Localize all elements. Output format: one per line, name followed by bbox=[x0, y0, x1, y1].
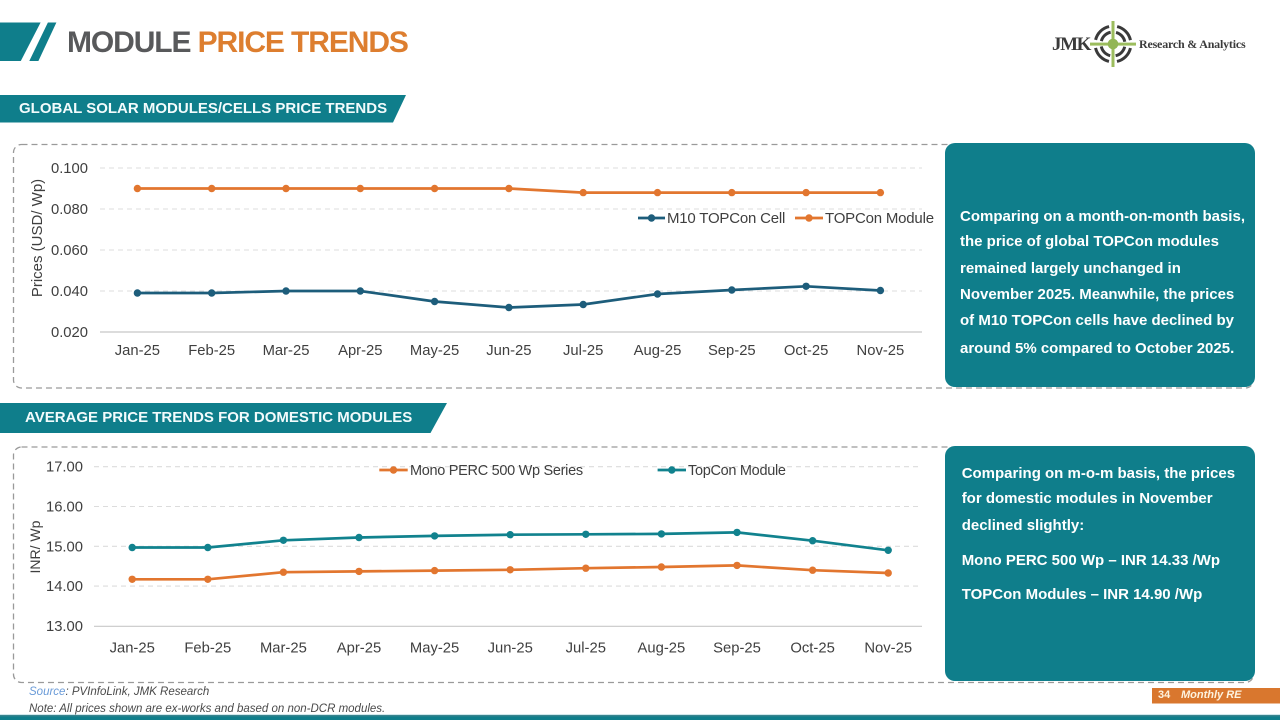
svg-text:Oct-25: Oct-25 bbox=[784, 343, 828, 359]
svg-text:Jan-25: Jan-25 bbox=[110, 641, 155, 657]
svg-text:Prices (USD/ Wp): Prices (USD/ Wp) bbox=[29, 179, 46, 297]
svg-text:14.00: 14.00 bbox=[46, 579, 83, 595]
svg-text:Jun-25: Jun-25 bbox=[486, 343, 531, 359]
svg-text:15.00: 15.00 bbox=[46, 539, 83, 555]
svg-text:TOPCon Module: TOPCon Module bbox=[825, 210, 934, 227]
svg-text:Jul-25: Jul-25 bbox=[563, 343, 603, 359]
svg-text:INR/ Wp: INR/ Wp bbox=[27, 520, 43, 573]
svg-text:Sep-25: Sep-25 bbox=[713, 641, 761, 657]
svg-text:0.020: 0.020 bbox=[51, 325, 88, 341]
svg-text:Apr-25: Apr-25 bbox=[337, 641, 381, 657]
svg-text:Feb-25: Feb-25 bbox=[184, 641, 231, 657]
svg-text:Jul-25: Jul-25 bbox=[566, 641, 606, 657]
svg-text:0.040: 0.040 bbox=[51, 284, 88, 300]
svg-text:13.00: 13.00 bbox=[46, 619, 83, 635]
svg-text:May-25: May-25 bbox=[410, 641, 459, 657]
svg-text:Jun-25: Jun-25 bbox=[488, 641, 533, 657]
svg-text:Mar-25: Mar-25 bbox=[260, 641, 307, 657]
svg-text:M10 TOPCon Cell: M10 TOPCon Cell bbox=[667, 210, 785, 227]
svg-text:Nov-25: Nov-25 bbox=[857, 343, 905, 359]
svg-text:Feb-25: Feb-25 bbox=[188, 343, 235, 359]
svg-text:Sep-25: Sep-25 bbox=[708, 343, 756, 359]
svg-text:0.080: 0.080 bbox=[51, 202, 88, 218]
svg-text:Oct-25: Oct-25 bbox=[790, 641, 834, 657]
svg-text:0.100: 0.100 bbox=[51, 161, 88, 177]
svg-text:Apr-25: Apr-25 bbox=[338, 343, 382, 359]
svg-text:17.00: 17.00 bbox=[46, 460, 83, 476]
svg-text:Jan-25: Jan-25 bbox=[115, 343, 160, 359]
svg-text:Mar-25: Mar-25 bbox=[263, 343, 310, 359]
svg-text:May-25: May-25 bbox=[410, 343, 459, 359]
svg-text:TopCon Module: TopCon Module bbox=[688, 463, 786, 479]
svg-text:0.060: 0.060 bbox=[51, 243, 88, 259]
svg-text:Mono PERC 500 Wp Series: Mono PERC 500 Wp Series bbox=[410, 463, 583, 479]
svg-text:Aug-25: Aug-25 bbox=[634, 343, 682, 359]
svg-text:16.00: 16.00 bbox=[46, 500, 83, 516]
svg-text:Aug-25: Aug-25 bbox=[638, 641, 686, 657]
svg-text:Nov-25: Nov-25 bbox=[864, 641, 912, 657]
